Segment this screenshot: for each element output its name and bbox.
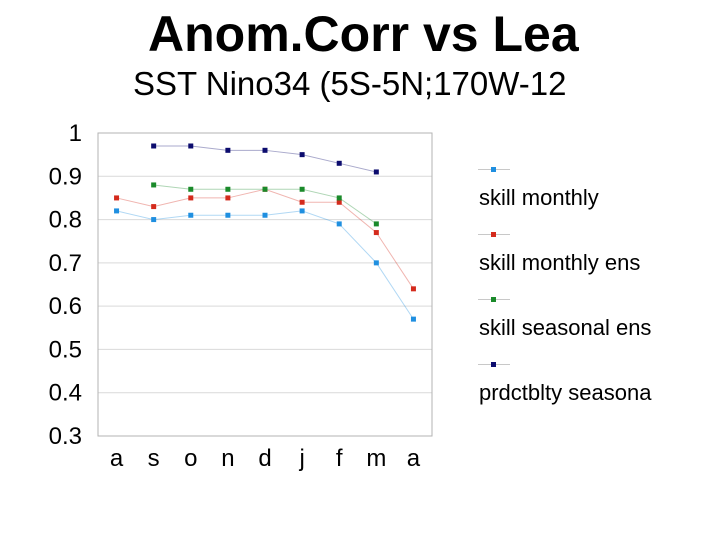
data-point xyxy=(262,147,268,153)
data-point xyxy=(188,186,194,192)
legend-label: skill monthly ens xyxy=(479,250,641,275)
x-tick-label: n xyxy=(221,445,234,472)
data-point xyxy=(188,143,194,149)
data-point xyxy=(373,260,379,266)
y-tick-label: 1 xyxy=(69,120,82,147)
y-tick-label: 0.7 xyxy=(49,250,82,277)
data-point xyxy=(336,195,342,201)
x-tick-label: a xyxy=(110,445,124,472)
data-point xyxy=(188,212,194,218)
data-point xyxy=(299,152,305,158)
plot-area xyxy=(97,132,433,437)
legend-item: skill monthly ens xyxy=(478,225,720,290)
data-point xyxy=(373,221,379,227)
series-2 xyxy=(114,186,416,292)
series-4 xyxy=(151,143,379,175)
data-point xyxy=(299,199,305,205)
data-point xyxy=(262,186,268,192)
legend-label: skill monthly xyxy=(479,185,599,210)
data-point xyxy=(225,195,231,201)
legend-label: prdctblty seasona xyxy=(479,380,652,405)
data-point xyxy=(262,212,268,218)
chart-subtitle: SST Nino34 (5S-5N;170W-12 xyxy=(133,65,567,102)
x-tick-label: d xyxy=(258,445,271,472)
x-tick-label: o xyxy=(184,445,197,472)
legend: skill monthly skill monthly ens skill seas… xyxy=(478,160,720,420)
data-point xyxy=(336,221,342,227)
series-line xyxy=(116,210,414,320)
legend-item: skill seasonal ens xyxy=(478,290,720,355)
x-tick-label: s xyxy=(148,445,160,472)
data-point xyxy=(410,286,416,292)
data-point xyxy=(151,143,157,149)
legend-marker xyxy=(491,362,496,367)
grid-lines xyxy=(98,132,432,437)
x-tick-label: j xyxy=(298,445,304,472)
legend-marker xyxy=(491,167,496,172)
data-point xyxy=(336,199,342,205)
data-point xyxy=(188,195,194,201)
data-point xyxy=(373,230,379,236)
chart-title: Anom.Corr vs Lea xyxy=(148,6,579,62)
legend-item: prdctblty seasona xyxy=(478,355,720,420)
data-point xyxy=(373,169,379,175)
data-point xyxy=(299,208,305,214)
data-point xyxy=(151,217,157,223)
data-point xyxy=(151,204,157,210)
data-point xyxy=(225,186,231,192)
x-tick-label: m xyxy=(366,445,386,472)
y-tick-label: 0.8 xyxy=(49,207,82,234)
data-point xyxy=(225,147,231,153)
series-line xyxy=(116,188,414,290)
y-tick-label: 0.9 xyxy=(49,163,82,190)
legend-marker xyxy=(491,297,496,302)
y-tick-label: 0.5 xyxy=(49,336,82,363)
legend-label: skill seasonal ens xyxy=(479,315,652,340)
legend-marker xyxy=(491,232,496,237)
legend-item: skill monthly xyxy=(478,160,720,225)
data-point xyxy=(225,212,231,218)
x-tick-label: a xyxy=(407,445,421,472)
series-3 xyxy=(151,182,379,227)
series-group xyxy=(114,143,416,322)
data-point xyxy=(114,195,120,201)
y-tick-label: 0.6 xyxy=(49,293,82,320)
data-point xyxy=(299,186,305,192)
y-tick-label: 0.3 xyxy=(49,423,82,450)
series-1 xyxy=(114,208,416,322)
y-tick-label: 0.4 xyxy=(49,380,82,407)
data-point xyxy=(336,160,342,166)
data-point xyxy=(410,316,416,322)
data-point xyxy=(151,182,157,188)
x-tick-label: f xyxy=(336,445,343,472)
y-axis: 0.3 0.4 0.5 0.6 0.7 0.8 0.9 1 xyxy=(49,120,82,450)
data-point xyxy=(114,208,120,214)
